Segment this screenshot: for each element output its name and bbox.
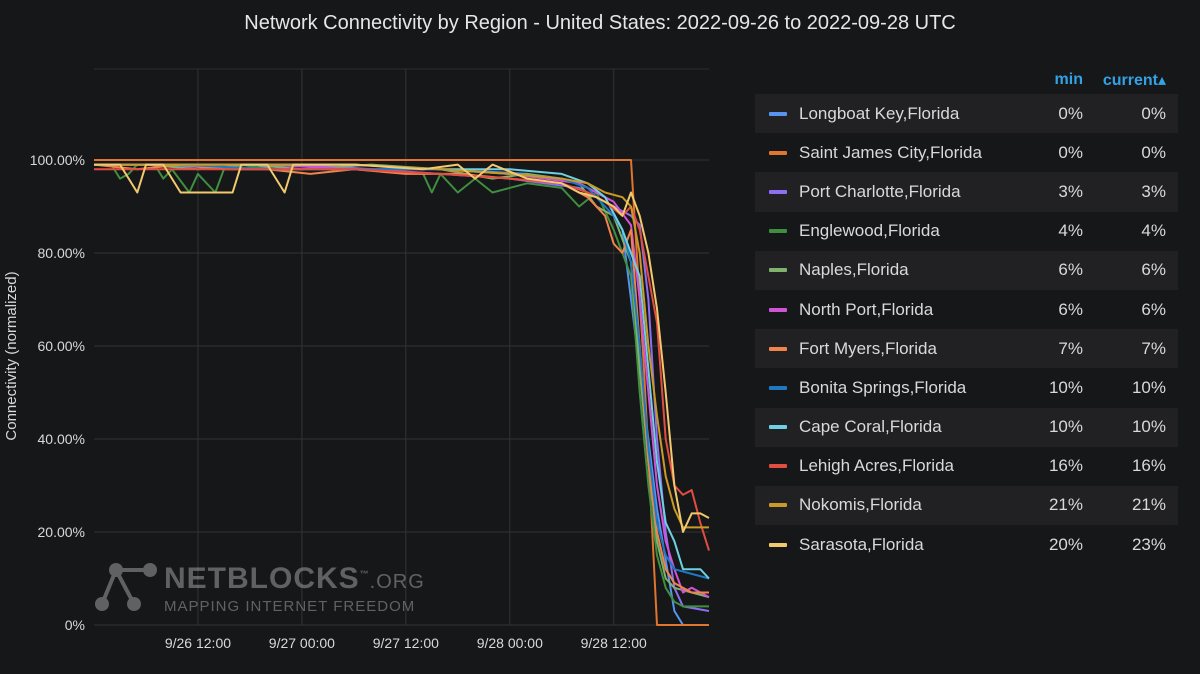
legend-swatch [769,268,787,273]
y-tick-label: 60.00% [38,338,85,354]
legend-header: min current▴ [755,66,1178,94]
y-axis-label: Connectivity (normalized) [3,271,20,440]
legend-swatch [769,307,787,312]
legend-min-header[interactable]: min [1054,71,1083,88]
legend-series-name: Lehigh Acres,Florida [799,456,954,476]
legend-series-name: Saint James City,Florida [799,142,982,162]
series-line-fort-myers [93,163,709,594]
legend-series-name: Sarasota,Florida [799,534,924,554]
legend-swatch [769,111,787,116]
legend-current-value: 23% [1131,534,1166,554]
series-line-port-charlotte [94,163,710,612]
legend-min-value: 4% [1058,221,1083,241]
legend-current-value: 10% [1131,377,1166,397]
line-chart: 0% 20.00% 40.00% 60.00% 80.00% 100.00% 9/26 1… [3,68,710,651]
legend-row-englewood[interactable]: Englewood,Florida 4% 4% [755,212,1178,251]
legend-current-value: 6% [1141,260,1166,280]
legend-current-header[interactable]: current▴ [1102,72,1166,89]
legend-current-value: 21% [1131,495,1166,515]
legend-swatch [769,542,787,547]
legend-row-longboat-key[interactable]: Longboat Key,Florida 0% 0% [755,94,1178,134]
legend-min-value: 21% [1048,495,1083,515]
legend-min-value: 10% [1048,377,1083,397]
series-line-saint-james-city [94,159,709,626]
series-line-longboat-key [94,163,709,626]
legend-swatch [769,189,787,194]
legend-table: min current▴ Longboat Key,Florida 0% 0% Sai… [755,66,1178,564]
legend-series-name: North Port,Florida [799,299,934,319]
legend-series-name: Port Charlotte,Florida [799,181,961,201]
legend-row-sarasota[interactable]: Sarasota,Florida 20% 23% [755,525,1178,564]
legend-swatch [769,150,787,155]
x-tick-label: 9/27 12:00 [373,635,439,651]
grid [94,68,709,626]
legend-swatch [769,464,787,469]
series-line-lehigh-acres [94,168,710,551]
legend-current-value: 3% [1141,181,1166,201]
legend-series-name: Cape Coral,Florida [799,417,942,437]
legend-row-naples[interactable]: Naples,Florida 6% 6% [755,250,1178,290]
legend-current-value: 10% [1131,417,1166,437]
chart-title: Network Connectivity by Region - United … [244,12,956,34]
legend-min-value: 16% [1048,456,1083,476]
legend-row-bonita-springs[interactable]: Bonita Springs,Florida 10% 10% [755,368,1178,407]
legend-row-lehigh-acres[interactable]: Lehigh Acres,Florida 16% 16% [755,447,1178,486]
legend-swatch [769,425,787,430]
x-axis-ticks: 9/26 12:00 9/27 00:00 9/27 12:00 9/28 00:00… [165,635,647,651]
y-tick-label: 80.00% [38,245,85,261]
y-tick-label: 100.00% [30,152,85,168]
watermark-name: NETBLOCKS™.ORG [164,562,425,595]
legend-series-name: Longboat Key,Florida [799,103,960,123]
legend-min-value: 20% [1048,534,1083,554]
legend-min-value: 6% [1058,260,1083,280]
series-line-sarasota [94,163,710,533]
legend-row-cape-coral[interactable]: Cape Coral,Florida 10% 10% [755,407,1178,447]
legend-row-nokomis[interactable]: Nokomis,Florida 21% 21% [755,485,1178,526]
series-lines [93,159,710,626]
legend-row-saint-james-city[interactable]: Saint James City,Florida 0% 0% [755,133,1178,172]
netblocks-watermark: NETBLOCKS™.ORG MAPPING INTERNET FREEDOM [94,562,424,623]
x-tick-label: 9/26 12:00 [165,635,231,651]
legend-current-value: 6% [1141,299,1166,319]
legend-current-value: 0% [1141,103,1166,123]
x-tick-label: 9/28 00:00 [477,635,543,651]
legend-current-value: 4% [1141,221,1166,241]
y-tick-label: 20.00% [38,524,85,540]
legend-current-value: 16% [1131,456,1166,476]
legend-min-value: 10% [1048,417,1083,437]
watermark-tagline: MAPPING INTERNET FREEDOM [164,598,416,615]
legend-series-name: Nokomis,Florida [799,495,922,515]
legend-min-value: 3% [1058,181,1083,201]
y-tick-label: 40.00% [38,431,85,447]
legend-current-value: 0% [1141,142,1166,162]
y-tick-label: 0% [65,617,85,633]
legend-swatch [769,346,787,351]
legend-min-value: 6% [1058,299,1083,319]
x-tick-label: 9/27 00:00 [269,635,335,651]
legend-min-value: 7% [1058,338,1083,358]
legend-row-port-charlotte[interactable]: Port Charlotte,Florida 3% 3% [755,172,1178,212]
x-tick-label: 9/28 12:00 [581,635,647,651]
legend-series-name: Englewood,Florida [799,221,940,241]
legend-min-value: 0% [1058,103,1083,123]
legend-series-name: Naples,Florida [799,260,909,280]
legend-min-value: 0% [1058,142,1083,162]
legend-swatch [769,385,787,390]
legend-rows: Longboat Key,Florida 0% 0% Saint James City… [755,94,1178,564]
series-line-englewood [94,163,709,608]
legend-swatch [769,229,787,234]
legend-row-north-port[interactable]: North Port,Florida 6% 6% [755,290,1178,329]
legend-swatch [769,503,787,508]
legend-row-fort-myers[interactable]: Fort Myers,Florida 7% 7% [755,329,1178,369]
legend-current-value: 7% [1141,338,1166,358]
netblocks-logo-icon [95,563,157,611]
legend-series-name: Fort Myers,Florida [799,338,937,358]
y-axis-ticks: 0% 20.00% 40.00% 60.00% 80.00% 100.00% [30,152,85,633]
legend-series-name: Bonita Springs,Florida [799,377,967,397]
